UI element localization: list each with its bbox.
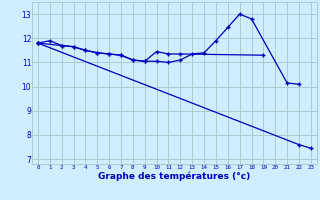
X-axis label: Graphe des températures (°c): Graphe des températures (°c)	[98, 171, 251, 181]
